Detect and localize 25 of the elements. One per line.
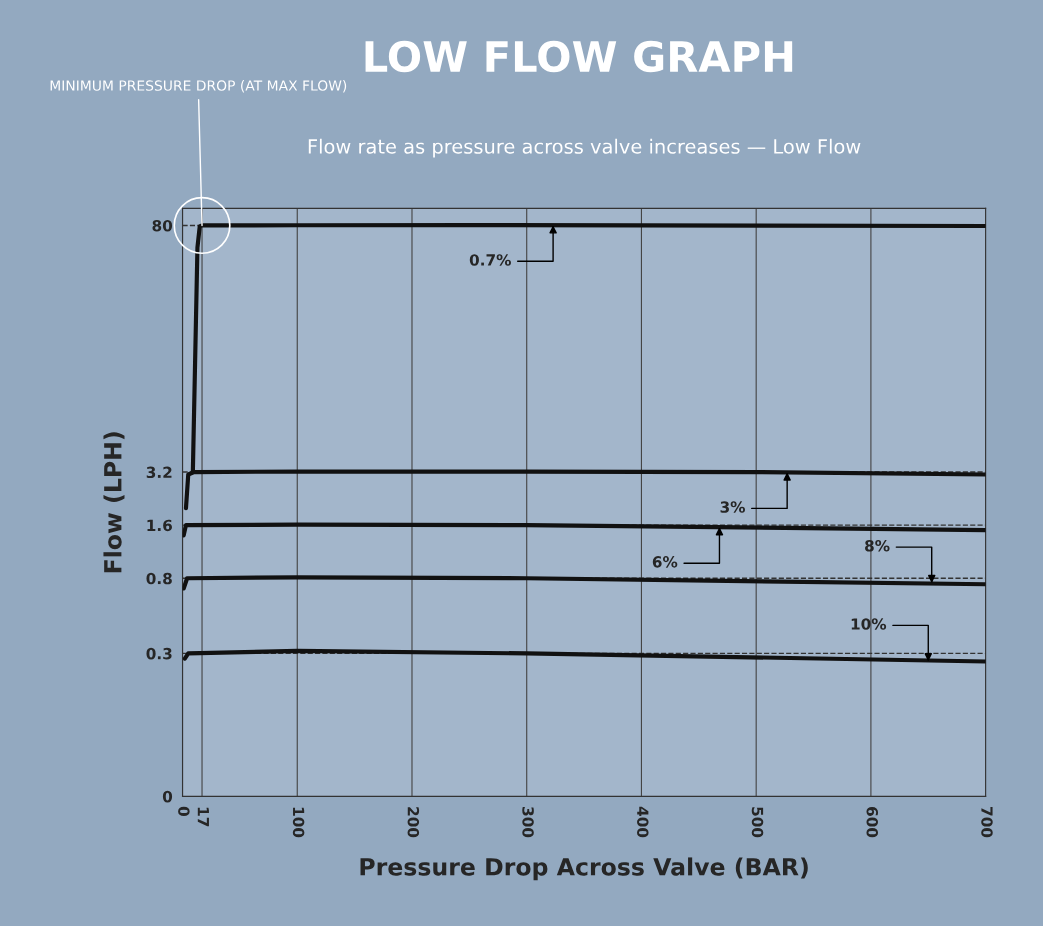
y-tick-label: 0 <box>162 790 173 803</box>
annotation: 8% <box>865 539 890 552</box>
annotation: 3% <box>720 501 745 513</box>
chart-title: LOW FLOW GRAPH <box>365 40 793 73</box>
y-axis-title: Flow (LPH) <box>103 432 125 573</box>
x-tick-label: 0 <box>178 806 190 816</box>
x-tick-label: 600 <box>866 807 879 838</box>
annotation: 0.7% <box>469 254 511 266</box>
x-tick-label: 100 <box>292 807 305 838</box>
chart-subtitle: Flow rate as pressure across valve increases — Low Flow <box>308 138 861 158</box>
annotation: MINIMUM PRESSURE DROP (AT MAX FLOW) <box>50 80 347 93</box>
y-tick-label: 1.6 <box>147 519 172 532</box>
y-tick-label: 0.8 <box>146 572 172 585</box>
x-tick-label: 500 <box>751 807 764 838</box>
annotation: 6% <box>652 556 678 568</box>
y-tick-label: 80 <box>152 219 173 232</box>
y-tick-label: 3.2 <box>146 466 172 479</box>
x-tick-label: 17 <box>197 807 209 827</box>
x-tick-label: 700 <box>981 807 993 838</box>
x-tick-label: 300 <box>522 807 534 838</box>
x-axis-title: Pressure Drop Across Valve (BAR) <box>360 857 808 881</box>
x-tick-label: 400 <box>637 806 649 838</box>
y-tick-label: 0.3 <box>146 647 172 660</box>
x-tick-label: 200 <box>407 807 420 838</box>
annotation: 10% <box>851 618 887 630</box>
